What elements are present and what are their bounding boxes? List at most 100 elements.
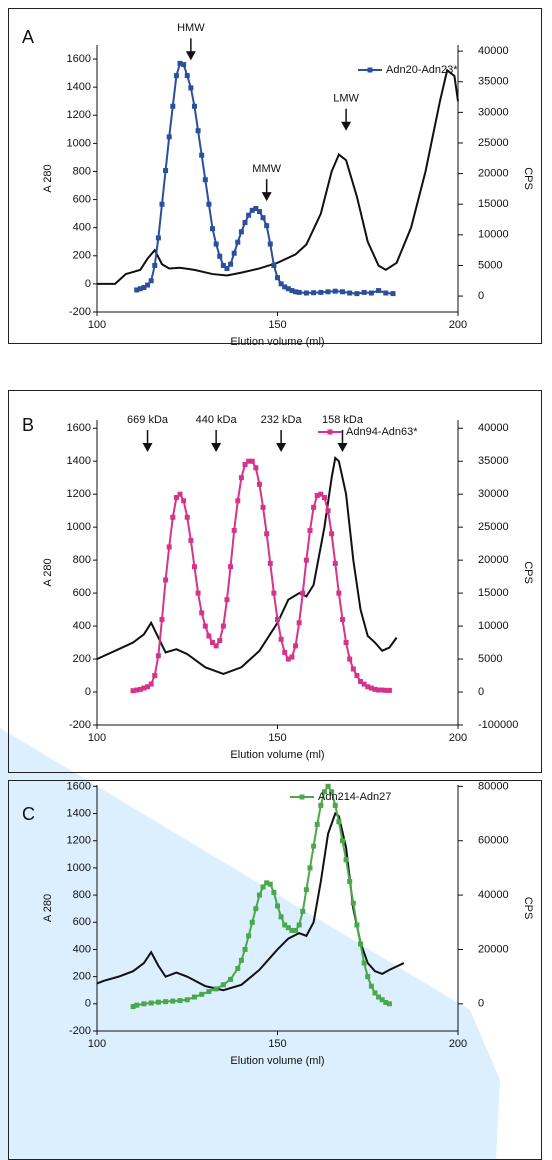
data-point [350, 900, 356, 906]
data-point [372, 686, 378, 692]
data-point [191, 103, 197, 109]
data-point [188, 85, 194, 91]
data-point [206, 633, 212, 639]
data-point [289, 288, 295, 294]
data-point [206, 201, 212, 207]
data-point [358, 678, 364, 684]
data-point [137, 286, 143, 292]
data-point [177, 60, 183, 66]
data-point [141, 1001, 147, 1007]
y2-tick-label: 30000 [478, 488, 509, 500]
data-point [246, 458, 252, 464]
legend-label: Adn20-Adn23* [386, 64, 458, 76]
data-point [329, 531, 335, 537]
data-point [285, 656, 291, 662]
data-point [347, 878, 353, 884]
data-point [271, 262, 277, 268]
data-point [184, 997, 190, 1003]
y-tick-label: 1600 [67, 53, 91, 65]
y2-tick-label: 40000 [478, 45, 509, 57]
data-point [267, 881, 273, 887]
data-point [278, 636, 284, 642]
data-point [318, 802, 324, 808]
data-point [228, 976, 234, 982]
data-point [155, 653, 161, 659]
data-point [235, 965, 241, 971]
data-point [163, 577, 169, 583]
data-point [329, 789, 335, 795]
annotation-arrowhead [341, 121, 352, 131]
data-point [321, 789, 327, 795]
panel-label: C [22, 804, 35, 824]
data-point [296, 289, 302, 295]
data-point [224, 597, 230, 603]
data-point [332, 802, 338, 808]
data-point [271, 590, 277, 596]
data-point [206, 989, 212, 995]
y-tick-label: 400 [73, 620, 91, 632]
y2-axis-label: CPS [522, 897, 534, 920]
y-tick-label: -200 [69, 306, 91, 318]
data-point [325, 783, 331, 789]
data-point [145, 684, 151, 690]
data-point [318, 491, 324, 497]
data-point [134, 1002, 140, 1008]
x-tick-label: 100 [88, 319, 106, 331]
data-point [293, 927, 299, 933]
data-point [390, 291, 396, 297]
data-point [231, 527, 237, 533]
data-point [173, 494, 179, 500]
y-tick-label: 1400 [67, 807, 91, 819]
data-point [152, 673, 158, 679]
legend-marker [327, 429, 333, 435]
data-point [383, 999, 389, 1005]
y-tick-label: 1600 [67, 422, 91, 434]
data-point [275, 275, 280, 281]
data-point [376, 288, 382, 294]
data-point [368, 290, 374, 296]
data-point [246, 933, 252, 939]
data-point [318, 289, 324, 295]
data-point [256, 481, 262, 487]
data-point [199, 991, 205, 997]
data-point [314, 493, 320, 499]
y-tick-label: 800 [73, 165, 91, 177]
y-tick-label: 200 [73, 653, 91, 665]
data-point [224, 266, 230, 272]
data-point [332, 288, 338, 294]
data-point [347, 290, 353, 296]
y2-tick-label: 5000 [478, 653, 502, 665]
annotation-label: 232 kDa [261, 414, 303, 426]
y2-tick-label: 80000 [478, 780, 509, 792]
y-tick-label: 600 [73, 587, 91, 599]
y-tick-label: 200 [73, 250, 91, 262]
y2-tick-label: 0 [478, 290, 484, 302]
data-point [285, 286, 291, 292]
data-point [354, 291, 360, 297]
y-axis-label: A 280 [42, 558, 54, 586]
data-point [188, 537, 194, 543]
y2-tick-label: -100000 [478, 719, 518, 731]
data-point [199, 610, 205, 616]
data-point [339, 289, 345, 295]
data-point [217, 638, 223, 644]
data-point [155, 999, 161, 1005]
data-point [238, 475, 244, 481]
data-point [170, 514, 176, 520]
y-tick-label: -200 [69, 719, 91, 731]
data-point [148, 278, 154, 284]
data-point [253, 906, 259, 912]
data-point [321, 494, 327, 500]
y-axis-label: A 280 [42, 164, 54, 192]
data-point [267, 560, 273, 566]
y2-tick-label: 10000 [478, 620, 509, 632]
annotation-label: HMW [177, 22, 205, 34]
x-tick-label: 200 [449, 319, 467, 331]
data-point [296, 620, 302, 626]
data-point [166, 134, 172, 140]
annotation-arrowhead [142, 442, 153, 452]
y2-tick-label: 10000 [478, 229, 509, 241]
data-point [220, 623, 226, 629]
x-tick-label: 150 [268, 319, 286, 331]
data-point [213, 643, 219, 649]
